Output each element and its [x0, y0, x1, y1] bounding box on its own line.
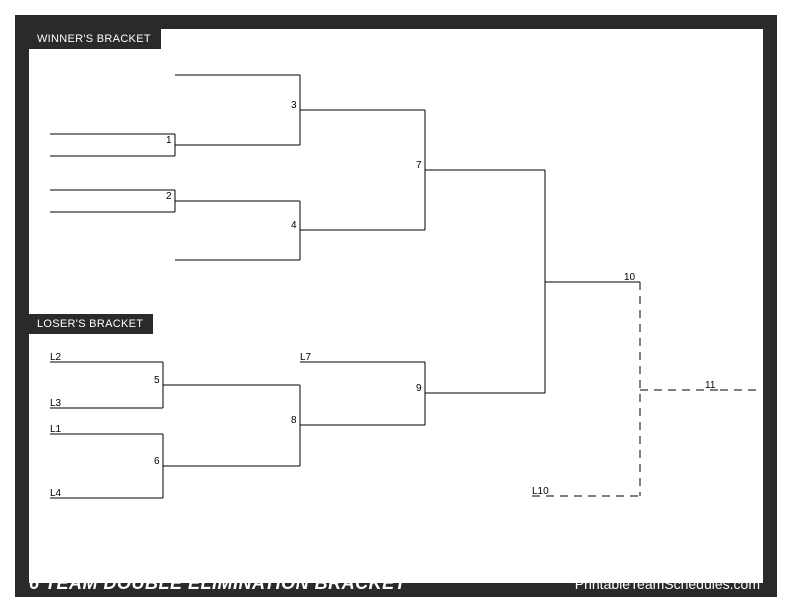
match-label-2: 2	[166, 191, 172, 202]
losers-bracket-label: LOSER'S BRACKET	[29, 314, 153, 334]
match-label-11: 11	[705, 380, 715, 391]
match-label-4: 4	[291, 220, 297, 231]
outer-frame	[15, 15, 777, 597]
match-label-8: 8	[291, 415, 297, 426]
match-label-5: 5	[154, 375, 160, 386]
winners-bracket-label: WINNER'S BRACKET	[29, 29, 161, 49]
match-label-6: 6	[154, 456, 160, 467]
seed-label-L3: L3	[50, 398, 61, 409]
match-label-7: 7	[416, 160, 422, 171]
seed-label-L7: L7	[300, 352, 311, 363]
seed-label-L2: L2	[50, 352, 61, 363]
match-label-1: 1	[166, 135, 172, 146]
match-label-9: 9	[416, 383, 422, 394]
seed-label-L10: L10	[532, 486, 549, 497]
footer-title: 6 TEAM DOUBLE ELIMINATION BRACKET	[29, 573, 406, 594]
seed-label-L1: L1	[50, 424, 61, 435]
seed-label-L4: L4	[50, 488, 61, 499]
page: WINNER'S BRACKET LOSER'S BRACKET 1 2 3 4 7 5 6…	[0, 0, 792, 612]
match-label-3: 3	[291, 100, 297, 111]
losers-bracket-label-text: LOSER'S BRACKET	[37, 318, 143, 330]
winners-bracket-label-text: WINNER'S BRACKET	[37, 33, 151, 45]
match-label-10: 10	[624, 272, 635, 283]
footer-site: PrintableTeamSchedules.com	[575, 576, 760, 592]
